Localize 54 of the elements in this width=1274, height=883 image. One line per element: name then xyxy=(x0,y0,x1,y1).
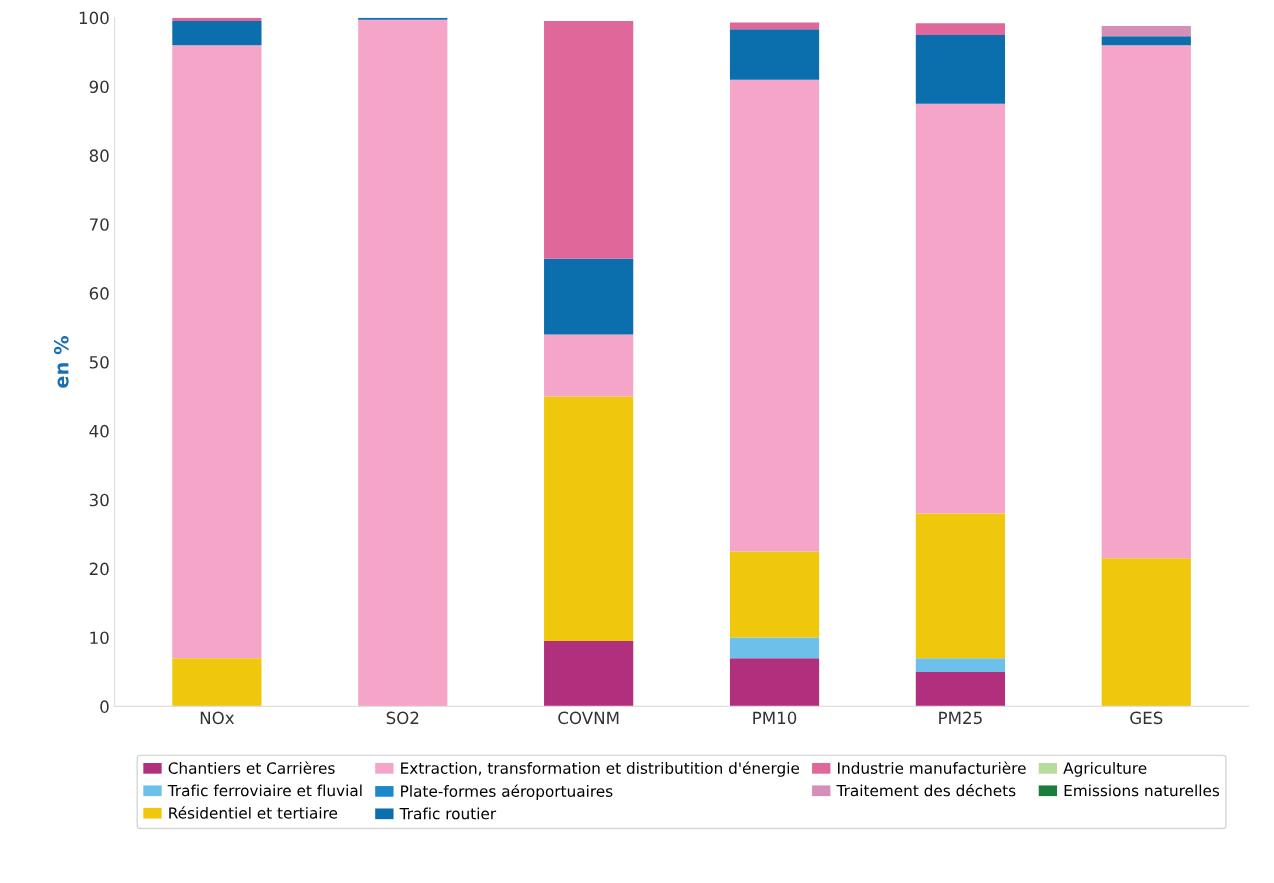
y-tick-label: 40 xyxy=(89,424,109,438)
legend-label: Trafic ferroviaire et fluvial xyxy=(167,784,362,797)
y-tick-label: 100 xyxy=(79,11,109,25)
bar xyxy=(172,21,262,46)
y-tick-label: 90 xyxy=(89,80,109,94)
x-tick-label: NOx xyxy=(200,711,235,725)
legend-label: Trafic routier xyxy=(399,807,497,820)
bar xyxy=(729,658,820,707)
legend-label: Chantiers et Carrières xyxy=(168,761,335,774)
bar xyxy=(358,17,448,20)
bar xyxy=(544,396,634,641)
y-tick-label: 0 xyxy=(100,700,109,713)
bar xyxy=(915,513,1006,659)
bar xyxy=(358,19,448,707)
bar xyxy=(729,22,820,30)
bar xyxy=(915,34,1006,104)
y-tick-label: 50 xyxy=(89,355,109,369)
bar xyxy=(915,23,1006,35)
bar xyxy=(1101,25,1191,37)
y-tick-label: 10 xyxy=(90,631,109,645)
legend-label: Traitement des déchets xyxy=(836,783,1016,797)
y-tick-label: 60 xyxy=(89,287,109,300)
legend-label: Plate-formes aéroportuaires xyxy=(401,784,613,800)
x-tick-label: SO2 xyxy=(386,711,419,725)
y-tick-label: 70 xyxy=(89,218,109,231)
x-tick-label: COVNM xyxy=(558,711,619,725)
bar xyxy=(915,658,1006,672)
bar xyxy=(1101,45,1191,559)
bar xyxy=(729,29,820,80)
y-axis-title: en % xyxy=(53,336,69,388)
legend-label: Industrie manufacturière xyxy=(838,761,1026,774)
legend-label: Emissions naturelles xyxy=(1064,784,1220,797)
y-tick-label: 20 xyxy=(89,562,109,576)
legend-label: Extraction, transformation et distributition d'énergie xyxy=(401,761,800,777)
bar xyxy=(544,334,634,397)
bar xyxy=(729,79,820,552)
bar xyxy=(1101,36,1191,46)
bar xyxy=(172,658,262,707)
bar xyxy=(915,103,1006,514)
legend-label: Agriculture xyxy=(1063,762,1147,777)
bar xyxy=(729,551,820,638)
y-tick-label: 80 xyxy=(89,149,109,162)
bar xyxy=(1101,558,1191,707)
bar xyxy=(544,258,634,335)
legend-label: Résidentiel et tertiaire xyxy=(169,806,338,819)
bar xyxy=(544,21,634,259)
x-tick-label: PM25 xyxy=(939,711,982,725)
bar xyxy=(544,640,634,707)
x-tick-label: PM10 xyxy=(753,711,797,725)
bar xyxy=(729,637,820,659)
x-tick-label: GES xyxy=(1130,711,1163,725)
y-tick-label: 30 xyxy=(89,493,109,507)
bar xyxy=(915,671,1006,707)
bar xyxy=(172,45,262,659)
